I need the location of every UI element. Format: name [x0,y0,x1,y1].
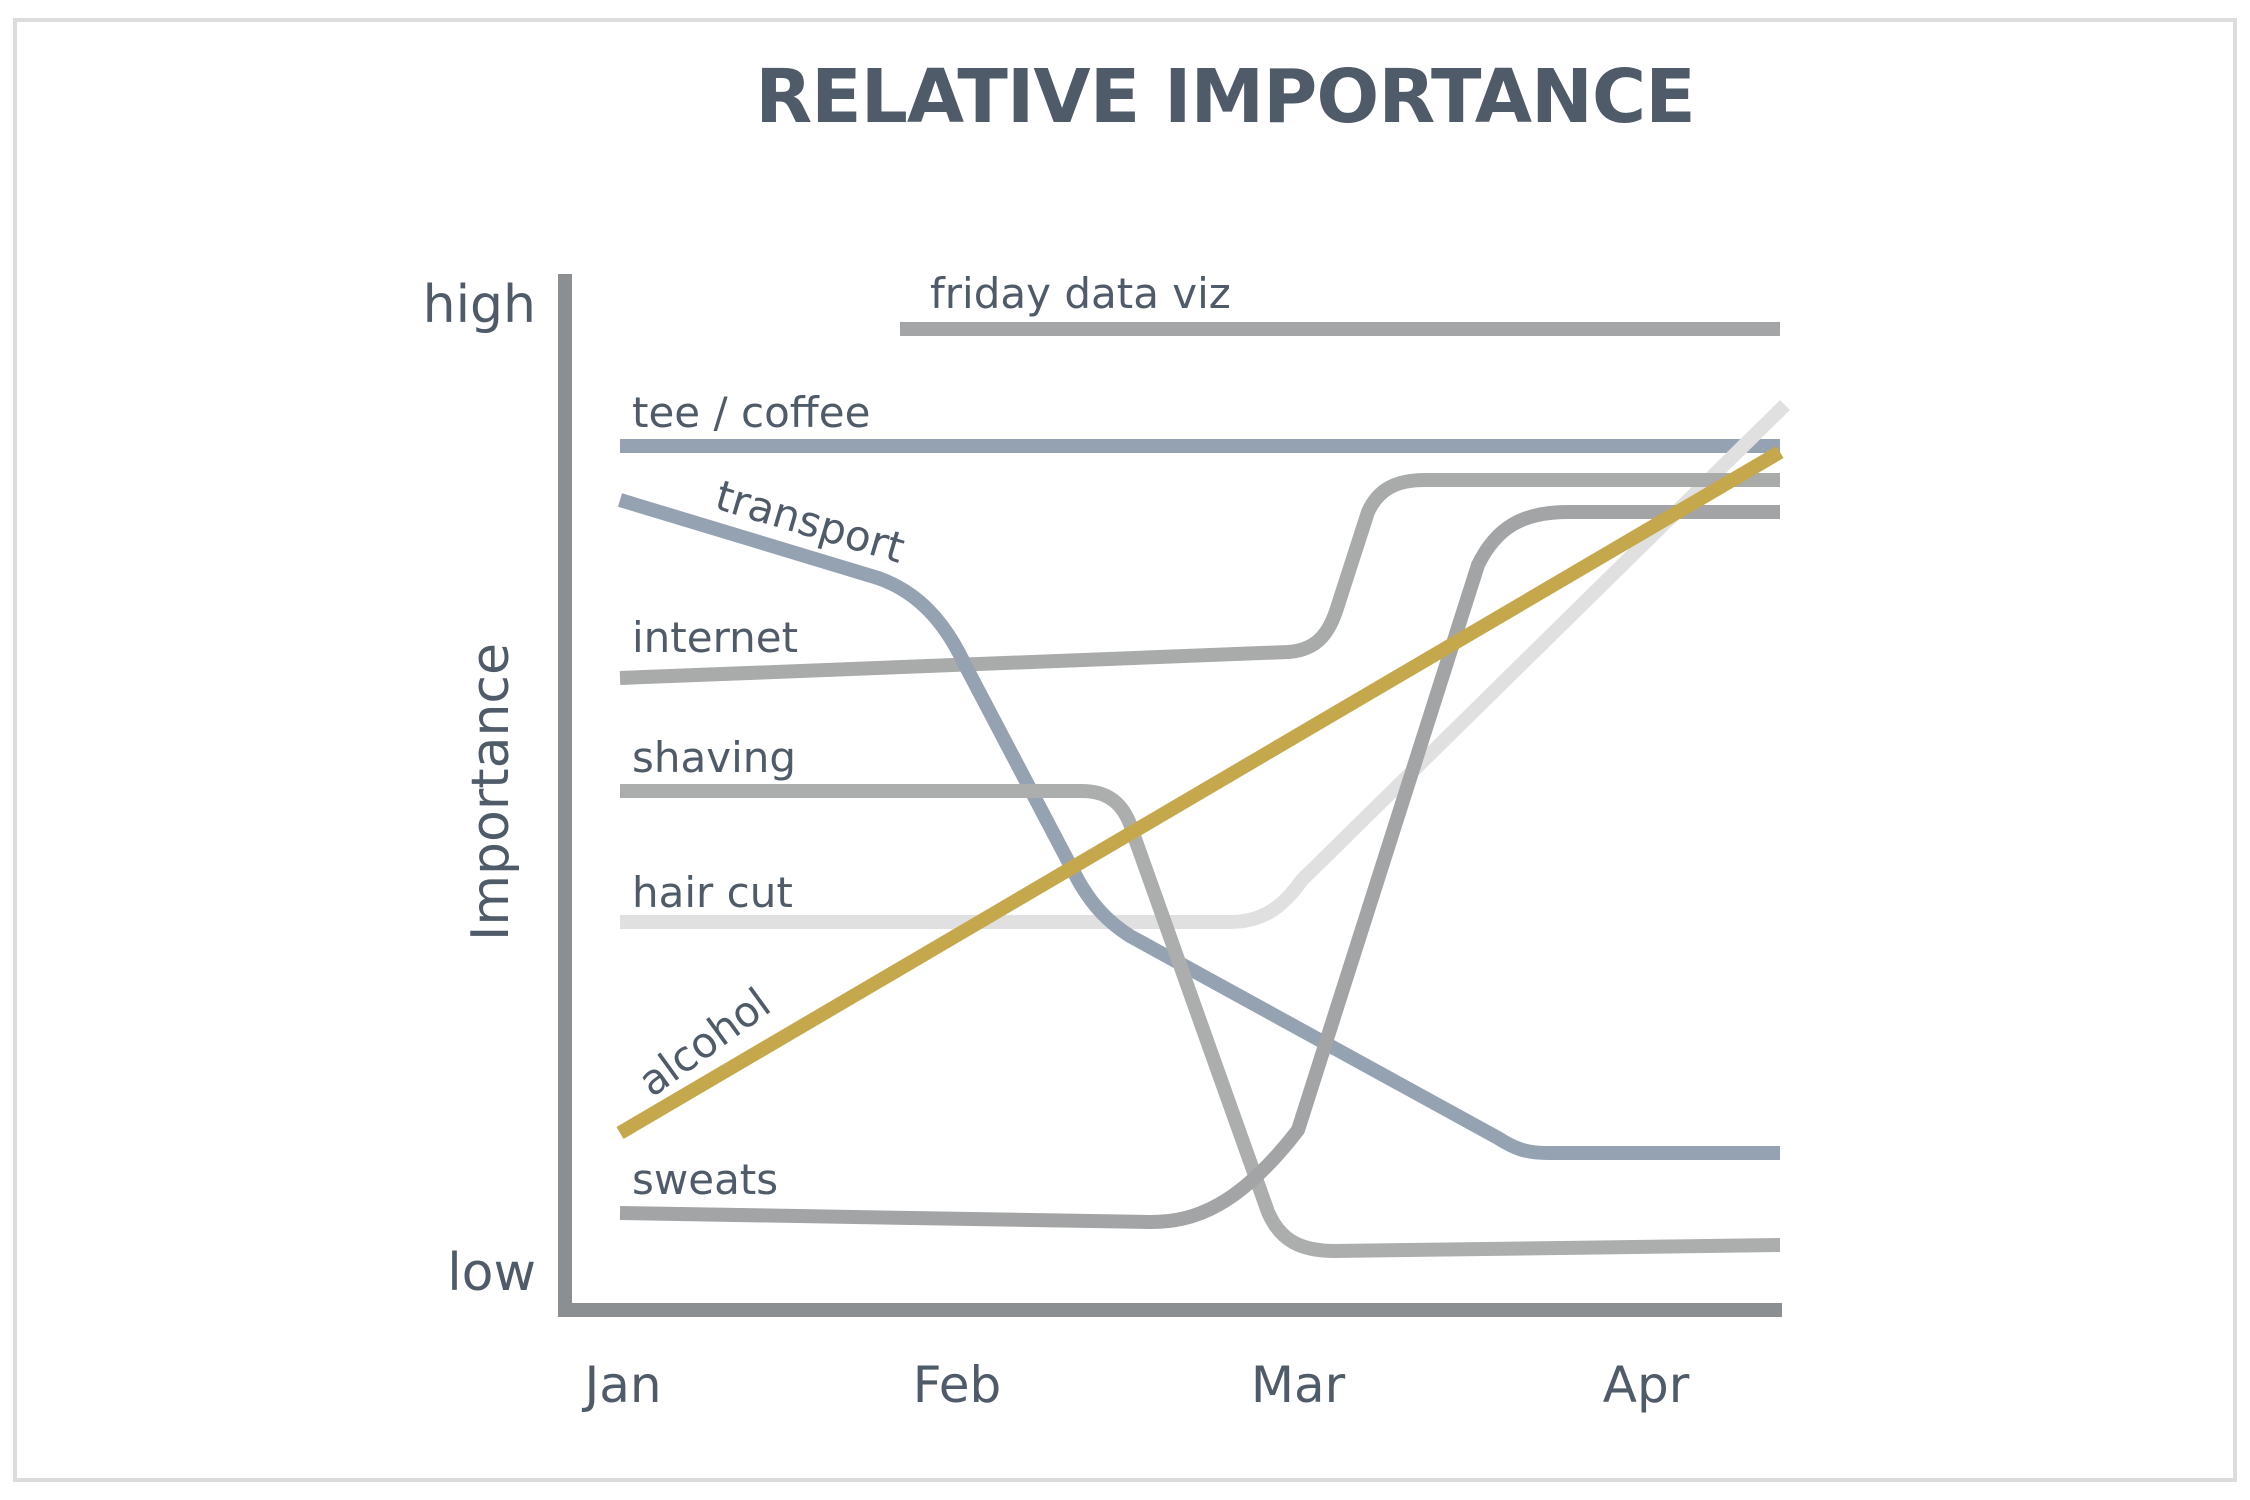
label-tee-coffee: tee / coffee [632,388,870,437]
series-alcohol [616,445,1784,1140]
x-tick-apr: Apr [1603,1356,1690,1414]
y-axis-low-label: low [447,1243,536,1303]
y-axis-high-label: high [423,275,536,335]
chart-frame [13,18,2237,1482]
label-shaving: shaving [632,733,796,782]
x-tick-feb: Feb [913,1356,1002,1414]
y-axis-title: Importance [461,643,521,941]
label-internet: internet [632,613,798,662]
series-shaving [620,784,1781,1258]
x-tick-mar: Mar [1251,1356,1346,1414]
label-friday-data-viz: friday data viz [930,269,1231,318]
label-hair-cut: hair cut [632,868,793,917]
chart-title: RELATIVE IMPORTANCE [755,54,1695,140]
x-tick-jan: Jan [581,1356,661,1414]
label-sweats: sweats [632,1155,778,1204]
series-hair-cut [620,400,1790,929]
series-sweats [619,505,1780,1230]
series-transport [617,493,1780,1160]
series-internet [619,473,1780,685]
